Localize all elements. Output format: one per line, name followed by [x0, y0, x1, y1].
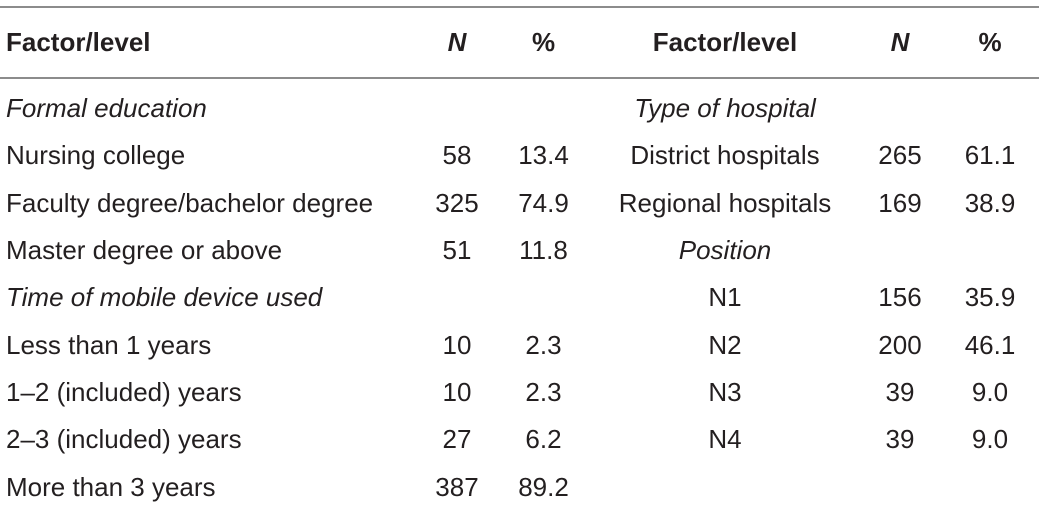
cell-factor-level: Regional hospitals: [618, 187, 832, 218]
cell-factor-level: N2: [708, 329, 742, 360]
cell-factor-level: District hospitals: [630, 140, 820, 171]
cell-percent: 89.2: [518, 471, 569, 502]
header-n-left: N: [447, 27, 467, 57]
cell-n: 325: [435, 187, 479, 218]
cell-n: 156: [878, 282, 922, 313]
section-position: Position: [678, 235, 772, 266]
table-row: 1–2 (included) years 10 2.3 N3 39 9.0: [0, 369, 1039, 416]
table-row: Time of mobile device used N1 156 35.9: [0, 274, 1039, 321]
cell-percent: 6.2: [525, 424, 562, 455]
cell-n: 10: [442, 329, 472, 360]
cell-n: [859, 463, 941, 510]
cell-n: 39: [885, 376, 915, 407]
cell-percent: [496, 274, 591, 321]
cell-factor-level: N3: [708, 376, 742, 407]
cell-n: 51: [442, 235, 472, 266]
cell-percent: [941, 78, 1039, 132]
demographics-table: Factor/level N % Factor/level N % Formal…: [0, 6, 1039, 511]
cell-percent: 9.0: [971, 376, 1009, 407]
table-row: Master degree or above 51 11.8 Position: [0, 227, 1039, 274]
cell-n: 169: [878, 187, 922, 218]
cell-n: [859, 227, 941, 274]
table-header: Factor/level N % Factor/level N %: [0, 7, 1039, 78]
section-type-of-hospital: Type of hospital: [634, 93, 816, 124]
cell-n: 265: [878, 140, 922, 171]
header-n-right: N: [890, 27, 910, 57]
cell-n: [418, 78, 496, 132]
cell-percent: 74.9: [518, 187, 569, 218]
table-row: Less than 1 years 10 2.3 N2 200 46.1: [0, 321, 1039, 368]
header-factor-level-left: Factor/level: [6, 27, 151, 57]
cell-percent: [496, 78, 591, 132]
cell-percent: 2.3: [525, 376, 562, 407]
header-percent-left: %: [531, 27, 556, 57]
header-percent-right: %: [978, 27, 1002, 57]
header-factor-level-right: Factor/level: [652, 27, 798, 57]
cell-factor-level: Less than 1 years: [6, 329, 212, 360]
cell-percent: 38.9: [964, 187, 1016, 218]
cell-n: [418, 274, 496, 321]
cell-n: 200: [878, 329, 922, 360]
cell-n: [859, 78, 941, 132]
table-row: 2–3 (included) years 27 6.2 N4 39 9.0: [0, 416, 1039, 463]
section-formal-education: Formal education: [6, 93, 207, 124]
cell-percent: 61.1: [964, 140, 1016, 171]
table-body: Formal education Type of hospital Nursin…: [0, 78, 1039, 511]
cell-n: 387: [435, 471, 479, 502]
cell-factor-level: 2–3 (included) years: [6, 424, 242, 455]
cell-factor-level: N4: [708, 424, 742, 455]
cell-factor-level: N1: [708, 282, 742, 313]
cell-n: 39: [885, 424, 915, 455]
cell-factor-level: Master degree or above: [6, 235, 283, 266]
cell-percent: [941, 463, 1039, 510]
cell-factor-level: 1–2 (included) years: [6, 376, 242, 407]
table-row: Nursing college 58 13.4 District hospita…: [0, 132, 1039, 179]
cell-factor-level: [591, 463, 859, 510]
header-row: Factor/level N % Factor/level N %: [0, 7, 1039, 78]
cell-percent: 13.4: [518, 140, 569, 171]
table-row: More than 3 years 387 89.2: [0, 463, 1039, 510]
cell-factor-level: Nursing college: [6, 140, 186, 171]
cell-n: 10: [442, 376, 472, 407]
cell-factor-level: Faculty degree/bachelor degree: [6, 187, 374, 218]
cell-n: 58: [442, 140, 472, 171]
cell-n: 27: [442, 424, 472, 455]
cell-percent: 35.9: [964, 282, 1016, 313]
table-row: Faculty degree/bachelor degree 325 74.9 …: [0, 180, 1039, 227]
cell-factor-level: More than 3 years: [6, 471, 216, 502]
cell-percent: 46.1: [964, 329, 1016, 360]
cell-percent: 11.8: [519, 235, 568, 266]
cell-percent: 9.0: [971, 424, 1009, 455]
section-time-of-mobile-device-used: Time of mobile device used: [6, 282, 323, 313]
cell-percent: 2.3: [525, 329, 562, 360]
cell-percent: [941, 227, 1039, 274]
table-row: Formal education Type of hospital: [0, 78, 1039, 132]
